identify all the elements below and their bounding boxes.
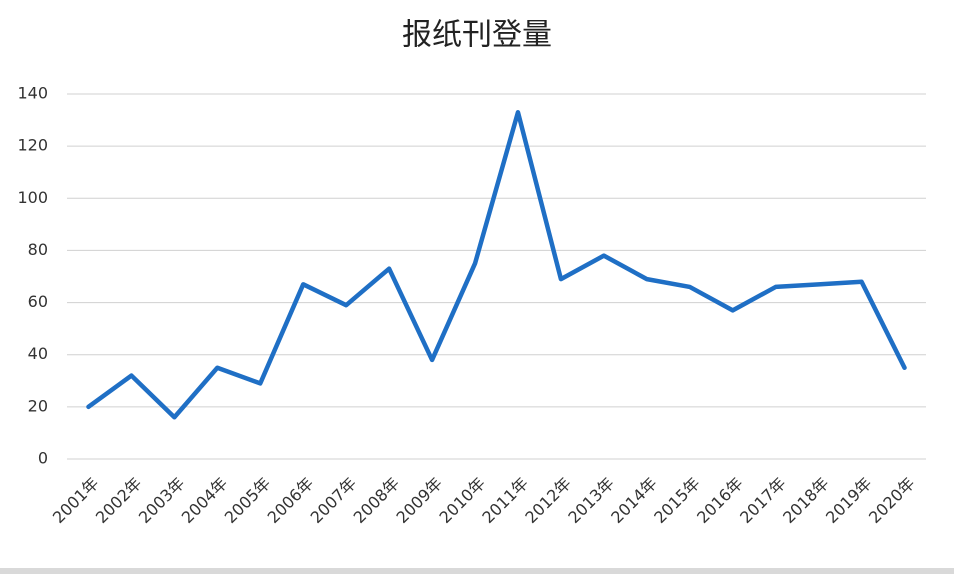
x-tick-label: 2017年 bbox=[736, 474, 790, 528]
x-tick-label: 2001年 bbox=[49, 474, 103, 528]
x-tick-label: 2005年 bbox=[221, 474, 275, 528]
x-tick-label: 2006年 bbox=[264, 474, 318, 528]
x-tick-label: 2013年 bbox=[564, 474, 618, 528]
x-tick-label: 2012年 bbox=[521, 474, 575, 528]
x-tick-label: 2011年 bbox=[478, 474, 532, 528]
x-tick-label: 2010年 bbox=[435, 474, 489, 528]
y-tick-label: 140 bbox=[17, 84, 48, 103]
y-tick-label: 60 bbox=[28, 292, 48, 311]
y-tick-label: 120 bbox=[17, 136, 48, 155]
x-tick-label: 2020年 bbox=[865, 474, 919, 528]
x-tick-label: 2002年 bbox=[92, 474, 146, 528]
x-tick-label: 2007年 bbox=[307, 474, 361, 528]
x-tick-label: 2016年 bbox=[693, 474, 747, 528]
x-tick-label: 2008年 bbox=[350, 474, 404, 528]
x-tick-label: 2019年 bbox=[822, 474, 876, 528]
y-tick-label: 0 bbox=[38, 449, 48, 468]
y-tick-label: 40 bbox=[28, 344, 48, 363]
x-tick-label: 2003年 bbox=[135, 474, 189, 528]
y-tick-label: 100 bbox=[17, 188, 48, 207]
bottom-bar bbox=[0, 568, 954, 574]
x-tick-label: 2014年 bbox=[607, 474, 661, 528]
y-tick-label: 80 bbox=[28, 240, 48, 259]
x-tick-label: 2018年 bbox=[779, 474, 833, 528]
chart-title: 报纸刊登量 bbox=[402, 18, 552, 53]
x-tick-label: 2004年 bbox=[178, 474, 232, 528]
x-tick-label: 2009年 bbox=[393, 474, 447, 528]
data-line bbox=[86, 110, 907, 420]
x-tick-label: 2015年 bbox=[650, 474, 704, 528]
y-tick-label: 20 bbox=[28, 396, 48, 415]
